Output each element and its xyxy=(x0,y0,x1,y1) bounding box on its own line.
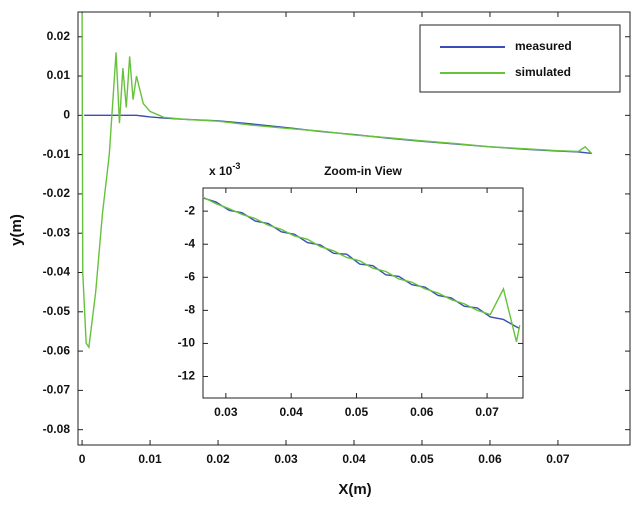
y-tick-label: -12 xyxy=(178,369,196,383)
x-tick-label: 0.03 xyxy=(274,452,298,466)
plot-area xyxy=(202,187,524,399)
y-tick-label: 0 xyxy=(63,108,70,122)
y-tick-label: -0.02 xyxy=(43,186,71,200)
x-axis-title: X(m) xyxy=(338,481,371,498)
x-tick-label: 0.04 xyxy=(342,452,366,466)
y-tick-label: -0.03 xyxy=(43,225,71,239)
x-tick-label: 0.07 xyxy=(475,405,499,419)
x-tick-label: 0.02 xyxy=(206,452,230,466)
x-tick-label: 0.06 xyxy=(410,405,434,419)
y-tick-label: -0.06 xyxy=(43,343,71,357)
y-axis-title: y(m) xyxy=(8,214,25,246)
x-tick-label: 0.04 xyxy=(279,405,303,419)
legend-label: simulated xyxy=(515,65,571,79)
y-tick-label: -0.08 xyxy=(43,422,71,436)
y-tick-label: -0.07 xyxy=(43,383,71,397)
y-tick-label: -0.01 xyxy=(43,147,71,161)
y-tick-label: -10 xyxy=(178,336,196,350)
y-tick-label: -6 xyxy=(184,269,195,283)
series-line xyxy=(202,196,521,342)
x-tick-label: 0.06 xyxy=(478,452,502,466)
legend-label: measured xyxy=(515,39,572,53)
x-tick-label: 0 xyxy=(79,452,86,466)
x-tick-label: 0.03 xyxy=(214,405,238,419)
inset-title: Zoom-in View xyxy=(324,164,402,178)
y-tick-label: -0.04 xyxy=(43,265,71,279)
y-tick-label: 0.01 xyxy=(47,68,71,82)
y-tick-label: -0.05 xyxy=(43,304,71,318)
x-tick-label: 0.05 xyxy=(345,405,369,419)
x-tick-label: 0.07 xyxy=(546,452,570,466)
legend-box xyxy=(419,24,621,93)
y-tick-label: 0.02 xyxy=(47,29,71,43)
scale-exponent: -3 xyxy=(232,161,240,171)
series-line xyxy=(81,13,593,350)
legend: measured simulated xyxy=(419,24,621,93)
scale-base: x 10 xyxy=(209,164,233,178)
y-tick-label: -8 xyxy=(184,303,195,317)
scale-label: x 10-3 xyxy=(209,161,240,178)
x-tick-label: 0.05 xyxy=(410,452,434,466)
y-tick-label: -2 xyxy=(184,203,195,217)
y-tick-label: -4 xyxy=(184,236,195,250)
x-tick-label: 0.01 xyxy=(138,452,162,466)
